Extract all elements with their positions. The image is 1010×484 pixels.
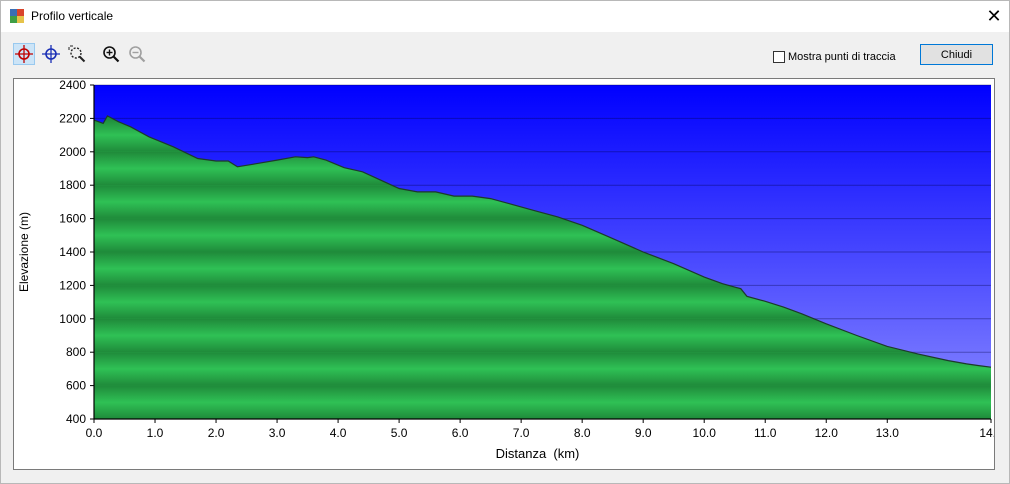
- zoom-in-tool-button[interactable]: [100, 43, 122, 65]
- elevation-profile-panel: 400 600 800 1000 1200 1400 1600 1800 2000 2200 240…: [13, 78, 1003, 470]
- show-track-points-toggle[interactable]: Mostra punti di traccia: [773, 49, 896, 65]
- y-tick-label: 1600: [59, 212, 86, 226]
- x-tick-label: 9.0: [635, 426, 652, 440]
- crosshair-blue-icon: [42, 45, 60, 63]
- x-tick-label: 10.0: [693, 426, 717, 440]
- crosshair-red-icon: [15, 45, 33, 63]
- close-button[interactable]: Chiudi: [920, 44, 993, 65]
- y-tick-label: 2400: [59, 79, 86, 92]
- x-tick-label: 0.0: [86, 426, 103, 440]
- x-tick-label: 12.0: [815, 426, 839, 440]
- elevation-profile-chart[interactable]: 400 600 800 1000 1200 1400 1600 1800 2000 2200 240…: [14, 78, 1003, 469]
- y-tick-label: 600: [66, 379, 86, 393]
- crosshair-blue-tool-button[interactable]: [40, 43, 62, 65]
- y-tick-label: 800: [66, 345, 86, 359]
- x-tick-label: 3.0: [269, 426, 286, 440]
- zoom-in-icon: [103, 46, 120, 63]
- window-close-button[interactable]: ✕: [979, 1, 1009, 32]
- show-track-points-label: Mostra punti di traccia: [788, 51, 896, 63]
- x-tick-label: 4.0: [330, 426, 347, 440]
- zoom-area-icon: [68, 45, 86, 63]
- x-tick-label: 6.0: [452, 426, 469, 440]
- terrain-outline: [93, 115, 992, 368]
- zoom-out-icon: [129, 46, 146, 63]
- close-icon: ✕: [986, 6, 1002, 26]
- x-tick-label: 5.0: [391, 426, 408, 440]
- app-map-icon: [10, 9, 24, 23]
- y-tick-label: 2000: [59, 145, 86, 159]
- window-title: Profilo verticale: [31, 9, 114, 23]
- x-tick-label: 8.0: [574, 426, 591, 440]
- x-tick-label: 13.0: [876, 426, 900, 440]
- toolbar: Mostra punti di traccia Chiudi: [1, 33, 1009, 75]
- crosshair-red-tool-button[interactable]: [13, 43, 35, 65]
- y-tick-label: 400: [66, 412, 86, 426]
- x-tick-label: 11.0: [754, 426, 777, 440]
- zoom-area-tool-button[interactable]: [66, 43, 88, 65]
- x-tick-labels: 0.0 1.0 2.0 3.0 4.0 5.0 6.0 7.0 8.0 9.0 10.0 11.0 12…: [86, 419, 1003, 440]
- y-tick-label: 1000: [59, 312, 86, 326]
- y-tick-label: 2200: [59, 111, 86, 125]
- x-tick-label: 1.0: [147, 426, 164, 440]
- x-axis-label: Distanza (km): [496, 446, 580, 461]
- x-tick-label: 2.0: [208, 426, 225, 440]
- x-tick-label: 14.7: [979, 426, 994, 440]
- x-tick-label: 7.0: [513, 426, 530, 440]
- show-track-points-checkbox[interactable]: [773, 51, 785, 63]
- y-tick-label: 1400: [59, 245, 86, 259]
- y-tick-label: 1200: [59, 278, 86, 292]
- zoom-out-tool-button[interactable]: [126, 43, 148, 65]
- y-tick-labels: 400 600 800 1000 1200 1400 1600 1800 2000 2200 240…: [59, 78, 94, 426]
- y-tick-label: 1800: [59, 178, 86, 192]
- title-bar: Profilo verticale ✕: [1, 1, 1009, 32]
- y-axis-label: Elevazione (m): [17, 212, 31, 292]
